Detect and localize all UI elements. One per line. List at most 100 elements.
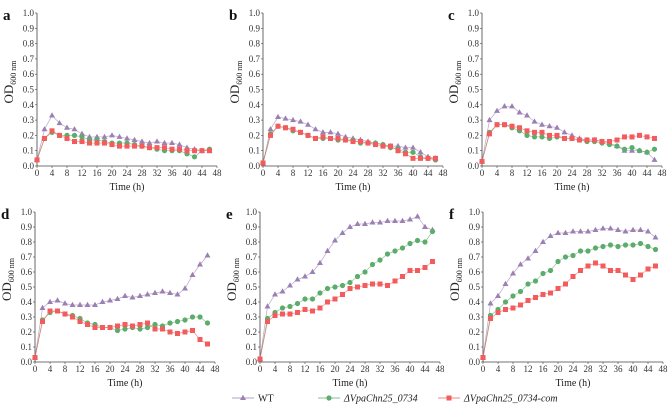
data-point (410, 144, 416, 150)
y-tick-label: 1.0 (21, 207, 33, 217)
legend-marker (240, 394, 246, 400)
data-point (377, 219, 383, 225)
data-point (554, 124, 560, 130)
y-tick-label: 0.0 (246, 357, 258, 367)
data-point (563, 281, 568, 287)
data-point (290, 126, 296, 132)
series-line (481, 124, 655, 162)
data-point (131, 136, 138, 142)
x-tick-label: 8 (63, 364, 68, 374)
y-tick-label: 0.4 (249, 100, 261, 110)
data-point (159, 288, 166, 294)
data-point (40, 319, 45, 324)
data-point (510, 270, 516, 276)
data-point (430, 259, 435, 264)
x-tick-label: 12 (78, 168, 87, 178)
data-point (71, 132, 78, 138)
data-point (418, 155, 423, 161)
x-tick-label: 28 (136, 364, 146, 374)
x-tick-label: 40 (628, 168, 638, 178)
y-tick-label: 0.6 (468, 69, 480, 79)
series-2 (260, 123, 438, 166)
data-point (399, 245, 406, 251)
data-point (369, 219, 376, 225)
data-point (107, 325, 113, 330)
y-tick-label: 1.0 (469, 207, 481, 217)
data-point (407, 216, 413, 222)
data-point (652, 234, 659, 240)
data-point (47, 308, 53, 314)
data-point (392, 278, 398, 284)
x-tick-label: 36 (394, 168, 404, 178)
data-point (425, 155, 431, 161)
data-point (546, 123, 553, 129)
y-tick-label: 0.1 (21, 342, 32, 352)
data-point (585, 248, 591, 254)
data-point (369, 261, 376, 268)
data-point (124, 143, 130, 149)
x-tick-label: 40 (181, 364, 191, 374)
y-tick-label: 0.8 (469, 237, 481, 247)
data-point (600, 225, 606, 231)
data-point (525, 255, 531, 261)
y-tick-label: 0.2 (246, 327, 257, 337)
x-tick-label: 44 (424, 168, 434, 178)
y-axis-label-main: OD (447, 282, 462, 301)
data-point (531, 134, 538, 140)
data-point (275, 113, 281, 120)
data-point (309, 268, 316, 274)
data-point (92, 325, 98, 330)
y-tick-label: 0.5 (21, 282, 33, 292)
data-point (302, 296, 308, 302)
legend-label: ΔVpaChn25_0734-com (463, 394, 558, 405)
x-axis-label: Time (h) (336, 182, 371, 193)
data-point (652, 246, 659, 253)
y-axis-label-main: OD (0, 282, 14, 301)
y-axis-label-sub: 600 nm (232, 257, 241, 282)
data-point (265, 319, 270, 324)
y-tick-label: 0.7 (468, 54, 480, 64)
x-tick-label: 32 (599, 364, 608, 374)
y-tick-label: 1.0 (468, 8, 480, 18)
series-0 (32, 252, 211, 360)
x-tick-label: 32 (153, 168, 162, 178)
data-point (298, 129, 303, 135)
y-tick-label: 0.1 (249, 146, 260, 156)
data-point (651, 146, 658, 152)
data-point (152, 321, 158, 328)
data-point (169, 146, 175, 152)
data-point (79, 134, 85, 140)
data-point (176, 141, 183, 147)
data-point (373, 142, 378, 148)
series-line (259, 231, 433, 360)
data-point (152, 289, 158, 295)
data-point (653, 263, 658, 269)
x-tick-label: 16 (319, 168, 329, 178)
data-point (630, 277, 636, 282)
panel-label: d (1, 207, 10, 223)
series-line (259, 216, 433, 360)
data-point (77, 301, 83, 307)
x-tick-label: 16 (538, 168, 548, 178)
data-point (652, 135, 657, 141)
data-point (637, 240, 644, 247)
x-tick-label: 48 (436, 364, 446, 374)
data-point (585, 228, 591, 234)
panel-c: c0.00.10.20.30.40.50.60.70.80.91.00 4 8 12 1… (446, 8, 667, 193)
x-tick-label: 12 (523, 168, 532, 178)
data-point (362, 220, 368, 226)
data-point (479, 158, 485, 164)
data-point (540, 292, 546, 297)
data-point (41, 126, 48, 132)
data-point (169, 139, 175, 146)
y-axis-label-main: OD (224, 282, 239, 301)
data-point (547, 232, 554, 238)
data-point (562, 254, 569, 260)
data-point (547, 267, 554, 274)
data-point (570, 228, 576, 234)
data-point (197, 314, 203, 320)
data-point (283, 125, 288, 131)
y-tick-label: 0.8 (249, 39, 261, 49)
data-point (343, 137, 348, 143)
x-tick-label: 24 (349, 168, 359, 178)
